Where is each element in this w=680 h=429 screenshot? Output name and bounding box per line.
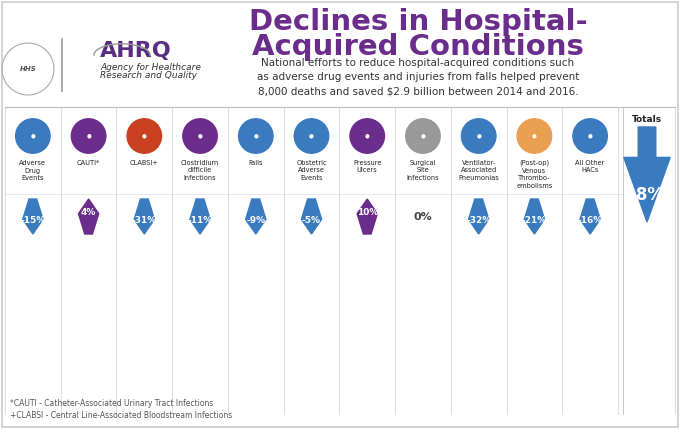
Text: -32%: -32%	[466, 216, 492, 225]
Circle shape	[292, 117, 330, 155]
Text: (Post-op)
Venous
Thrombo-
embolisms: (Post-op) Venous Thrombo- embolisms	[516, 160, 553, 189]
Text: 0%: 0%	[413, 211, 432, 221]
Text: *CAUTI - Catheter-Associated Urinary Tract Infections: *CAUTI - Catheter-Associated Urinary Tra…	[10, 399, 214, 408]
Circle shape	[14, 117, 52, 155]
Text: CLABSI+: CLABSI+	[130, 160, 158, 166]
Text: CAUTI*: CAUTI*	[77, 160, 100, 166]
Text: ●: ●	[198, 133, 203, 139]
Circle shape	[404, 117, 442, 155]
Text: Acquired Conditions: Acquired Conditions	[252, 33, 584, 61]
Text: ●: ●	[31, 133, 35, 139]
Text: Totals: Totals	[632, 115, 662, 124]
Text: 4%: 4%	[81, 208, 97, 217]
Text: -11%: -11%	[188, 216, 213, 225]
Text: All Other
HACs: All Other HACs	[575, 160, 605, 173]
Circle shape	[237, 117, 275, 155]
Text: -16%: -16%	[577, 216, 602, 225]
Text: Declines in Hospital-: Declines in Hospital-	[249, 8, 588, 36]
Circle shape	[181, 117, 219, 155]
Circle shape	[460, 117, 498, 155]
Polygon shape	[22, 199, 43, 234]
Polygon shape	[624, 127, 670, 222]
Polygon shape	[190, 199, 210, 234]
Text: ●: ●	[532, 133, 537, 139]
Text: Adverse
Drug
Events: Adverse Drug Events	[19, 160, 46, 181]
Text: ●: ●	[365, 133, 370, 139]
Text: National efforts to reduce hospital-acquired conditions such
as adverse drug eve: National efforts to reduce hospital-acqu…	[257, 57, 579, 97]
Text: ●: ●	[254, 133, 258, 139]
Text: Obstetric
Adverse
Events: Obstetric Adverse Events	[296, 160, 327, 181]
Text: Surgical
Site
Infections: Surgical Site Infections	[407, 160, 439, 181]
Polygon shape	[78, 199, 99, 234]
Text: ●: ●	[309, 133, 314, 139]
Text: ●: ●	[86, 133, 91, 139]
Text: -31%: -31%	[132, 216, 157, 225]
Text: +CLABSI - Central Line-Associated Bloodstream Infections: +CLABSI - Central Line-Associated Bloods…	[10, 411, 233, 420]
Polygon shape	[469, 199, 489, 234]
Text: HHS: HHS	[20, 66, 36, 72]
Text: -15%: -15%	[20, 216, 46, 225]
Text: ●: ●	[476, 133, 481, 139]
Text: ●: ●	[420, 133, 425, 139]
Polygon shape	[357, 199, 377, 234]
Polygon shape	[134, 199, 154, 234]
Text: -21%: -21%	[522, 216, 547, 225]
Text: -9%: -9%	[246, 216, 265, 225]
Circle shape	[125, 117, 163, 155]
Polygon shape	[245, 199, 266, 234]
Text: Agency for Healthcare: Agency for Healthcare	[100, 63, 201, 72]
Text: AHRQ: AHRQ	[100, 41, 172, 61]
Text: Pressure
Ulcers: Pressure Ulcers	[353, 160, 381, 173]
Text: Clostridium
difficile
Infections: Clostridium difficile Infections	[181, 160, 219, 181]
Text: -5%: -5%	[302, 216, 321, 225]
Polygon shape	[524, 199, 545, 234]
Text: Ventilator-
Associated
Pneumonias: Ventilator- Associated Pneumonias	[458, 160, 499, 181]
Text: ●: ●	[588, 133, 592, 139]
Text: Falls: Falls	[248, 160, 263, 166]
Circle shape	[69, 117, 107, 155]
Text: Research and Quality: Research and Quality	[100, 72, 197, 81]
Polygon shape	[301, 199, 322, 234]
Text: ●: ●	[142, 133, 147, 139]
Text: 10%: 10%	[356, 208, 378, 217]
Circle shape	[515, 117, 554, 155]
Circle shape	[571, 117, 609, 155]
Circle shape	[348, 117, 386, 155]
Polygon shape	[580, 199, 600, 234]
Text: -8%: -8%	[630, 186, 664, 204]
